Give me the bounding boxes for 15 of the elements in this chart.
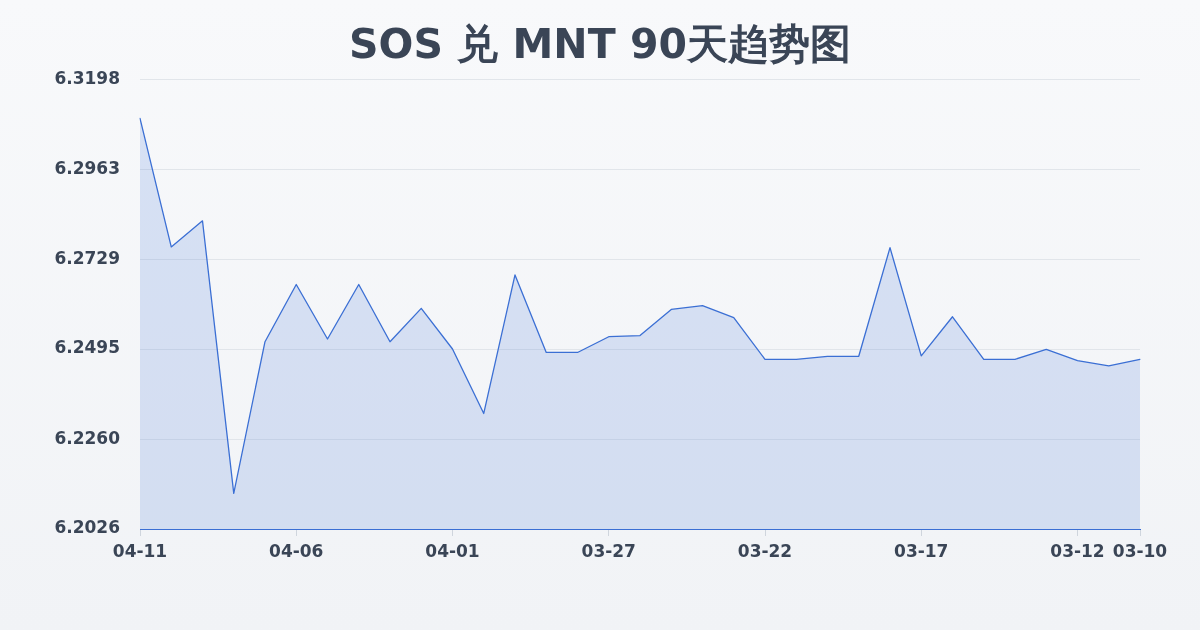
x-tick-label: 03-10: [1112, 540, 1168, 561]
y-tick-label: 6.3198: [54, 67, 120, 88]
x-tick-label: 04-06: [269, 540, 324, 561]
y-tick-label: 6.2495: [54, 337, 120, 358]
x-tick-label: 03-12: [1050, 540, 1105, 561]
y-tick-label: 6.2963: [54, 157, 120, 178]
x-tick-label: 04-01: [425, 540, 480, 561]
y-tick-label: 6.2026: [54, 517, 120, 538]
y-tick-label: 6.2260: [54, 427, 121, 448]
x-tick-label: 03-17: [894, 540, 949, 561]
y-tick-label: 6.2729: [54, 247, 120, 268]
chart-title: SOS 兑 MNT 90天趋势图: [349, 20, 851, 69]
x-tick-label: 04-11: [112, 540, 168, 561]
x-tick-label: 03-27: [581, 540, 636, 561]
x-tick-label: 03-22: [737, 540, 793, 561]
